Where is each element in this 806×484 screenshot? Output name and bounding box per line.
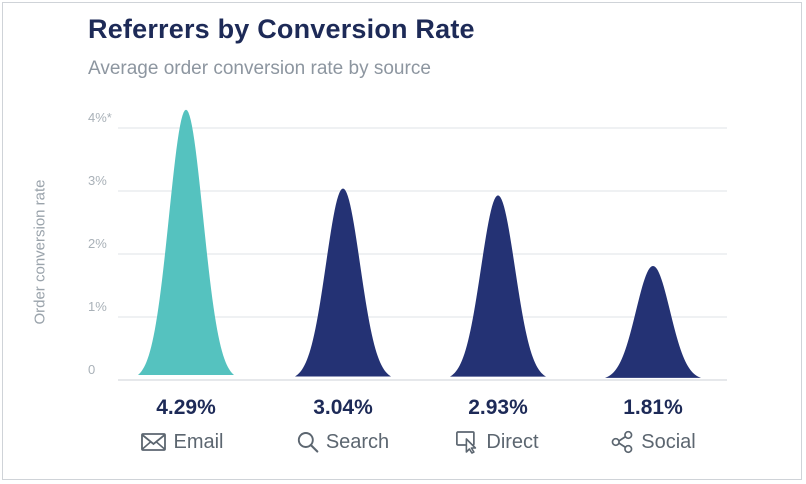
category-label: Social: [641, 430, 696, 453]
value-label: 2.93%: [468, 396, 528, 419]
y-tick-label: 1%: [88, 299, 107, 314]
peak-social: [605, 265, 701, 378]
peak-search: [295, 188, 391, 377]
peak-email: [138, 109, 234, 375]
y-tick-label: 2%: [88, 236, 107, 251]
chart-title: Referrers by Conversion Rate: [88, 14, 475, 44]
category-direct: Direct: [455, 429, 539, 455]
category-email: Email: [140, 429, 224, 455]
value-label: 4.29%: [156, 396, 216, 419]
category-label: Search: [325, 430, 390, 453]
chart-subtitle: Average order conversion rate by source: [88, 58, 431, 79]
envelope-icon: [141, 433, 166, 451]
category-social: Social: [610, 429, 696, 455]
category-label: Direct: [486, 430, 539, 453]
peak-direct: [450, 195, 546, 377]
category-label: Email: [173, 430, 224, 453]
value-label: 1.81%: [623, 396, 683, 419]
share-icon: [611, 430, 633, 454]
cursor-icon: [456, 431, 477, 454]
y-tick-label: 0: [88, 362, 95, 377]
y-tick-label: 3%: [88, 173, 107, 188]
y-tick-label: 4%*: [88, 110, 112, 125]
magnifier-icon: [297, 432, 319, 453]
category-search: Search: [297, 429, 389, 455]
value-label: 3.04%: [313, 396, 373, 419]
